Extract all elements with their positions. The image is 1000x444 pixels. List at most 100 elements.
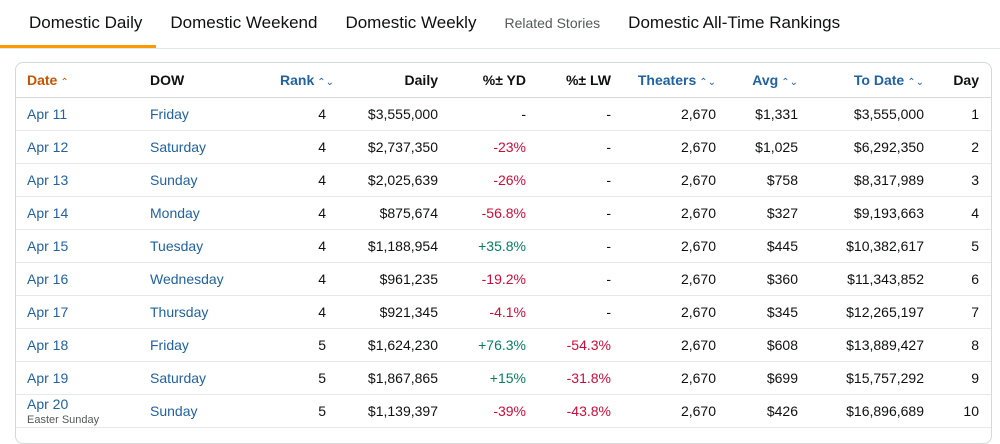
date-cell[interactable]: Apr 16	[16, 262, 138, 296]
lw-change-cell-value: -	[606, 172, 611, 188]
date-cell-value: Apr 11	[27, 106, 68, 122]
lw-change-cell: -	[526, 262, 611, 296]
yd-change-cell-value: -19.2%	[481, 271, 526, 287]
day-cell: 2	[924, 130, 991, 164]
theaters-cell-value: 2,670	[680, 205, 716, 221]
to-date-cell-value: $9,193,663	[853, 205, 924, 221]
to-date-cell-value: $12,265,197	[846, 304, 924, 320]
lw-change-cell-value: -	[606, 139, 611, 155]
column-header-avg[interactable]: Avg ⌃⌄	[716, 63, 798, 98]
date-cell[interactable]: Apr 20 Easter Sunday	[16, 394, 138, 428]
rank-cell-value: 5	[318, 370, 326, 386]
yd-change-cell: -19.2%	[438, 262, 526, 296]
tab-domestic-weekly[interactable]: Domestic Weekly	[345, 13, 477, 32]
theaters-cell-value: 2,670	[680, 139, 716, 155]
rank-cell: 4	[280, 130, 326, 164]
dow-cell[interactable]: Tuesday	[138, 229, 280, 263]
column-header-rank[interactable]: Rank ⌃⌄	[280, 63, 334, 98]
lw-change-cell: -	[526, 97, 611, 131]
table-row: Apr 19 Saturday 5 $1,867,865 +15% -31.8% 2,670…	[16, 361, 991, 395]
yd-change-cell-value: -	[521, 106, 526, 122]
date-cell[interactable]: Apr 11	[16, 97, 138, 131]
dow-cell-value: Sunday	[150, 403, 198, 419]
to-date-cell-value: $6,292,350	[853, 139, 924, 155]
daily-gross-cell: $2,737,350	[326, 130, 438, 164]
theaters-cell: 2,670	[611, 328, 716, 362]
dow-cell[interactable]: Friday	[138, 97, 280, 131]
dow-cell[interactable]: Saturday	[138, 361, 280, 395]
to-date-cell-value: $15,757,292	[846, 370, 924, 386]
theaters-cell: 2,670	[611, 163, 716, 197]
column-header-to-date[interactable]: To Date ⌃⌄	[798, 63, 924, 98]
rank-cell-value: 4	[318, 172, 326, 188]
tab-domestic-weekend[interactable]: Domestic Weekend	[170, 13, 318, 32]
dow-cell-value: Friday	[150, 106, 189, 122]
theaters-cell-value: 2,670	[680, 238, 716, 254]
dow-cell[interactable]: Sunday	[138, 394, 280, 428]
dow-cell[interactable]: Wednesday	[138, 262, 280, 296]
daily-gross-cell-value: $961,235	[379, 271, 438, 287]
lw-change-cell-value: -43.8%	[566, 403, 611, 419]
date-cell[interactable]: Apr 13	[16, 163, 138, 197]
yd-change-cell: +35.8%	[438, 229, 526, 263]
day-cell: 5	[924, 229, 991, 263]
date-cell[interactable]: Apr 17	[16, 295, 138, 329]
daily-gross-cell: $1,139,397	[326, 394, 438, 428]
dow-cell[interactable]: Friday	[138, 328, 280, 362]
holiday-note: Easter Sunday	[27, 414, 100, 426]
dow-cell[interactable]: Saturday	[138, 130, 280, 164]
day-cell: 3	[924, 163, 991, 197]
avg-cell-value: $360	[766, 271, 798, 287]
date-cell-value: Apr 17	[27, 304, 69, 320]
avg-cell-value: $445	[766, 238, 798, 254]
rank-cell: 5	[280, 328, 326, 362]
date-cell-value: Apr 12	[27, 139, 69, 155]
tab-domestic-all-time-rankings[interactable]: Domestic All-Time Rankings	[628, 13, 841, 32]
table-row: Apr 12 Saturday 4 $2,737,350 -23% - 2,670 $1,02…	[16, 130, 991, 164]
column-header-theaters[interactable]: Theaters ⌃⌄	[611, 63, 716, 98]
to-date-cell-value: $11,343,852	[847, 271, 924, 287]
date-cell[interactable]: Apr 19	[16, 361, 138, 395]
avg-cell-value: $1,331	[755, 106, 798, 122]
column-label-date: Date	[27, 72, 58, 88]
avg-cell-value: $426	[766, 403, 798, 419]
dow-cell[interactable]: Monday	[138, 196, 280, 230]
date-cell[interactable]: Apr 15	[16, 229, 138, 263]
dow-cell-value: Sunday	[150, 172, 198, 188]
yd-change-cell-value: -26%	[493, 172, 526, 188]
column-header-day: Day	[924, 63, 991, 98]
column-header-date[interactable]: Date ⌃	[16, 63, 138, 98]
yd-change-cell-value: -56.8%	[481, 205, 526, 221]
dow-cell[interactable]: Thursday	[138, 295, 280, 329]
daily-gross-cell-value: $1,867,865	[367, 370, 438, 386]
avg-cell: $445	[716, 229, 798, 263]
date-cell[interactable]: Apr 18	[16, 328, 138, 362]
dow-cell[interactable]: Sunday	[138, 163, 280, 197]
to-date-cell-value: $10,382,617	[846, 238, 924, 254]
daily-gross-cell-value: $875,674	[379, 205, 438, 221]
theaters-cell: 2,670	[611, 229, 716, 263]
date-cell[interactable]: Apr 14	[16, 196, 138, 230]
yd-change-cell-value: +35.8%	[478, 238, 526, 254]
day-cell: 6	[924, 262, 991, 296]
rank-cell-value: 4	[318, 304, 326, 320]
lw-change-cell-value: -31.8%	[566, 370, 611, 386]
tab-related-stories[interactable]: Related Stories	[504, 15, 601, 31]
day-cell-value: 6	[971, 271, 979, 287]
day-cell: 1	[924, 97, 991, 131]
yd-change-cell-value: -39%	[493, 403, 526, 419]
dow-cell-value: Monday	[150, 205, 200, 221]
date-cell[interactable]: Apr 12	[16, 130, 138, 164]
rank-cell-value: 4	[318, 139, 326, 155]
yd-change-cell: -26%	[438, 163, 526, 197]
theaters-cell: 2,670	[611, 361, 716, 395]
date-cell-value: Apr 19	[27, 370, 69, 386]
dow-cell-value: Wednesday	[150, 271, 224, 287]
column-header-yd-change: %± YD	[438, 63, 526, 98]
sort-toggle-icon: ⌃⌄	[317, 77, 334, 88]
daily-gross-cell-value: $921,345	[379, 304, 438, 320]
lw-change-cell: -	[526, 130, 611, 164]
tab-domestic-daily[interactable]: Domestic Daily	[0, 0, 157, 48]
daily-gross-cell-value: $2,025,639	[367, 172, 438, 188]
yd-change-cell: -39%	[438, 394, 526, 428]
